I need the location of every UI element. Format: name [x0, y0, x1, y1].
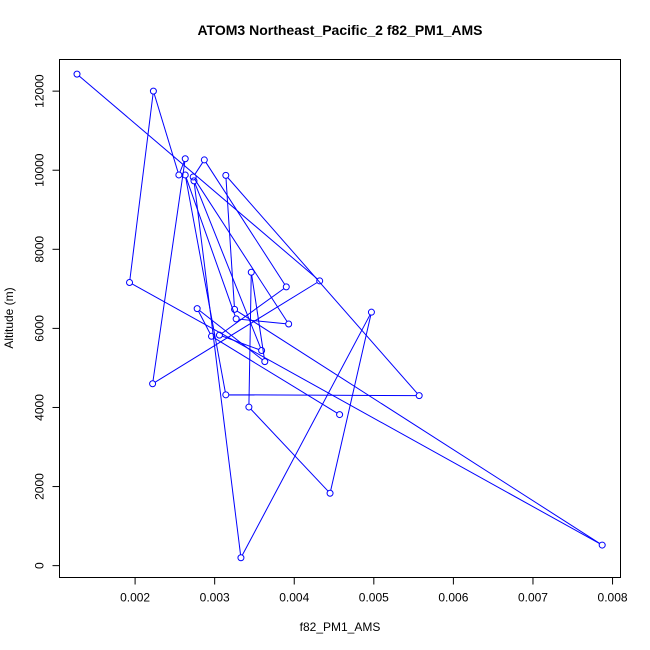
line-segment — [225, 178, 235, 307]
data-points — [73, 70, 606, 562]
line-segment — [205, 162, 286, 285]
x-tick-label: 0.006 — [438, 591, 468, 605]
line-segment — [129, 94, 154, 280]
y-tick-label: 4000 — [33, 394, 47, 421]
y-tick-label: 6000 — [33, 315, 47, 342]
data-point — [200, 156, 208, 164]
data-point — [181, 155, 189, 163]
line-segment — [154, 282, 318, 383]
x-tick-label: 0.008 — [598, 591, 628, 605]
data-line — [78, 75, 600, 556]
line-segment — [227, 177, 418, 394]
data-point — [222, 391, 230, 399]
line-segment — [330, 314, 372, 491]
line-segment — [152, 161, 186, 381]
line-segment — [239, 318, 286, 325]
data-point — [261, 358, 269, 366]
line-segment — [194, 162, 204, 175]
y-axis: 0 2000 4000 6000 8000 10000 12000 — [33, 74, 60, 569]
data-point — [222, 171, 230, 179]
chart-title: ATOM3 Northeast_Pacific_2 f82_PM1_AMS — [197, 22, 482, 38]
x-tick-label: 0.002 — [120, 591, 150, 605]
data-point — [126, 279, 134, 287]
data-point — [193, 305, 201, 313]
y-axis-label: Altitude (m) — [2, 287, 16, 348]
data-point — [367, 308, 375, 316]
line-segment — [198, 311, 211, 334]
line-segment — [193, 183, 242, 555]
data-point — [189, 173, 197, 181]
data-point — [415, 392, 423, 400]
line-segment — [185, 177, 226, 392]
data-point — [207, 332, 215, 340]
data-point — [247, 268, 255, 276]
line-segment — [131, 283, 600, 545]
x-tick-label: 0.007 — [518, 591, 548, 605]
data-point — [326, 489, 334, 497]
y-tick-label: 10000 — [33, 153, 47, 187]
x-tick-label: 0.003 — [200, 591, 230, 605]
x-axis: 0.002 0.003 0.004 0.005 0.006 0.007 0.008 — [120, 577, 628, 605]
data-point — [245, 403, 253, 411]
line-segment — [199, 310, 263, 361]
x-tick-label: 0.005 — [359, 591, 389, 605]
line-segment — [185, 177, 236, 317]
line-segment — [179, 161, 185, 173]
data-point — [282, 283, 290, 291]
x-tick-label: 0.004 — [279, 591, 309, 605]
line-segment — [194, 183, 261, 348]
data-point — [336, 411, 344, 419]
data-point — [237, 554, 245, 562]
data-point — [181, 171, 189, 179]
y-tick-label: 12000 — [33, 74, 47, 108]
line-segment — [153, 93, 179, 173]
line-segment — [248, 275, 252, 405]
data-point — [231, 305, 239, 313]
data-point — [175, 171, 183, 179]
line-segment — [228, 394, 417, 397]
line-segment — [251, 275, 265, 359]
y-tick-label: 8000 — [33, 236, 47, 263]
line-segment — [213, 337, 338, 414]
x-axis-label: f82_PM1_AMS — [300, 620, 381, 634]
line-segment — [241, 314, 371, 556]
data-point — [232, 315, 240, 323]
data-point — [285, 320, 293, 328]
data-point — [258, 347, 266, 355]
line-segment — [236, 310, 600, 544]
line-segment — [78, 75, 318, 280]
data-point — [316, 277, 324, 285]
y-tick-label: 2000 — [33, 473, 47, 500]
data-point — [149, 87, 157, 95]
data-point — [215, 331, 223, 339]
line-segment — [250, 408, 329, 492]
y-tick-label: 0 — [33, 562, 47, 569]
data-point — [149, 380, 157, 388]
plot-area-border — [59, 59, 621, 578]
data-point — [73, 70, 81, 78]
data-point — [598, 541, 606, 549]
line-segment — [221, 288, 285, 334]
data-point — [190, 177, 198, 185]
